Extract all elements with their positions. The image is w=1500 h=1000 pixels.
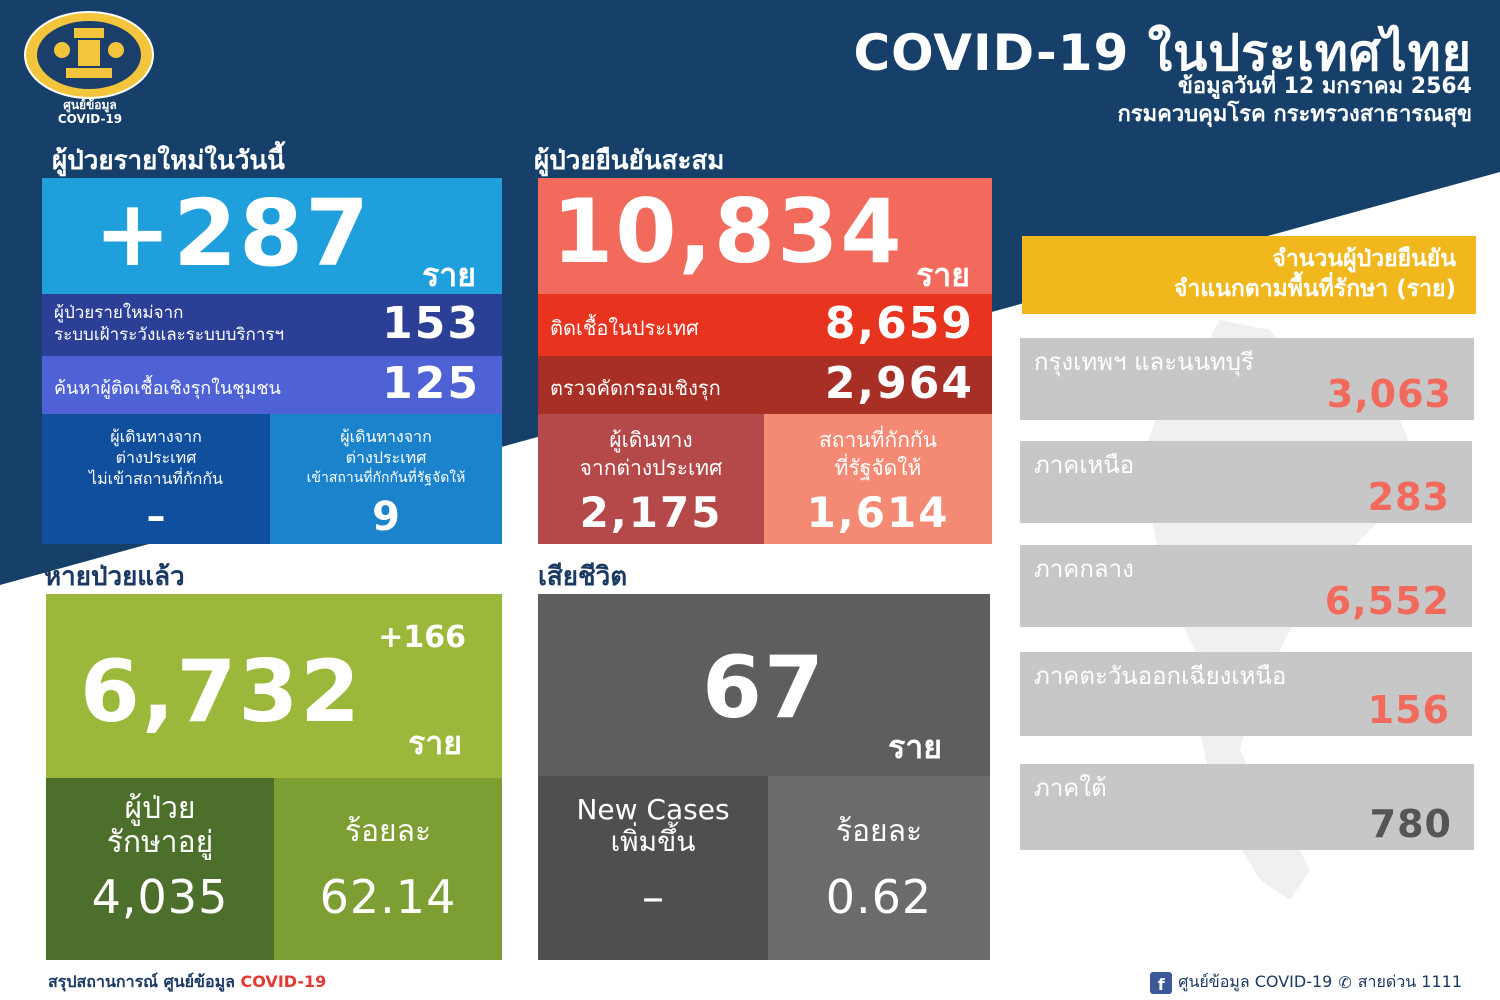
cumulative-section-label: ผู้ป่วยยืนยันสะสม [534,146,725,176]
region-value: 780 [1369,802,1452,846]
travelers-label-line2: จากต่างประเทศ [579,456,723,480]
state-quarantine-value: 1,614 [806,488,950,537]
footer-credit: สรุปสถานการณ์ ศูนย์ข้อมูล COVID-19 [48,970,326,995]
region-northeast: ภาคตะวันออกเฉียงเหนือ 156 [1020,652,1472,736]
domestic-value: 8,659 [824,298,974,349]
region-name: ภาคเหนือ [1034,451,1135,479]
facebook-page-label[interactable]: ศูนย์ข้อมูล COVID-19 [1178,972,1333,991]
recovered-delta: +166 [378,620,466,655]
report-date: ข้อมูลวันที่ 12 มกราคม 2564 [1177,74,1472,99]
region-south: ภาคใต้ 780 [1020,764,1474,850]
traveler-quarantine-value: 9 [372,494,400,540]
new-cases-total: +287 [94,180,372,287]
recovered-total-panel: +166 6,732 ราย [46,594,502,778]
region-value: 156 [1367,688,1450,732]
in-treatment-label-line1: ผู้ป่วย [124,791,196,826]
new-deaths-value: – [642,872,664,923]
recovered-total: 6,732 [80,642,363,742]
recovered-unit: ราย [408,724,462,762]
hotline-label[interactable]: สายด่วน 1111 [1357,972,1462,991]
domestic-panel: ติดเชื้อในประเทศ 8,659 [538,294,992,356]
recovered-percent-label: ร้อยละ [344,814,432,849]
region-north: ภาคเหนือ 283 [1020,441,1472,523]
new-deaths-label-line2: เพิ่มขึ้น [610,825,696,858]
facebook-icon[interactable]: f [1150,971,1173,994]
cumulative-total: 10,834 [552,180,904,283]
community-label: ค้นหาผู้ติดเชื้อเชิงรุกในชุมชน [54,378,281,399]
community-panel: ค้นหาผู้ติดเชื้อเชิงรุกในชุมชน 125 [42,356,502,414]
deaths-total: 67 [702,638,826,738]
traveler-no-quarantine-panel: ผู้เดินทางจาก ต่างประเทศ ไม่เข้าสถานที่ก… [42,414,270,544]
new-deaths-label-line1: New Cases [576,793,730,826]
ministry-seal-logo [24,11,154,99]
recovered-section-label: หายป่วยแล้ว [44,562,185,592]
region-central: ภาคกลาง 6,552 [1020,545,1472,627]
travelers-value: 2,175 [579,488,723,537]
regions-title-line2: จำแนกตามพื้นที่รักษา (ราย) [1173,276,1456,302]
new-cases-section-label: ผู้ป่วยรายใหม่ในวันนี้ [52,146,285,176]
new-deaths-panel: New Cases เพิ่มขึ้น – [538,776,768,960]
traveler-quarantine-panel: ผู้เดินทางจาก ต่างประเทศ เข้าสถานที่กักก… [270,414,502,544]
death-percent-value: 0.62 [825,870,933,924]
state-quarantine-label-line1: สถานที่กักกัน [818,428,938,452]
cumulative-unit: ราย [916,256,970,294]
page-title: COVID-19 ในประเทศไทย [853,24,1472,82]
footer-credit-highlight: COVID-19 [240,972,327,991]
region-name: ภาคตะวันออกเฉียงเหนือ [1034,662,1287,690]
state-quarantine-label-line2: ที่รัฐจัดให้ [834,456,922,480]
proactive-label: ตรวจคัดกรองเชิงรุก [550,376,721,400]
traveler-no-quarantine-value: – [146,494,166,538]
cumulative-total-panel: 10,834 ราย [538,178,992,294]
recovered-percent-value: 62.14 [319,870,457,924]
death-percent-label: ร้อยละ [835,814,923,849]
region-name: ภาคใต้ [1034,774,1107,802]
new-cases-total-panel: +287 ราย [42,178,502,294]
phone-icon: ✆ [1338,973,1352,992]
surveillance-panel: ผู้ป่วยรายใหม่จาก ระบบเฝ้าระวังและระบบบร… [42,294,502,356]
travelers-panel: ผู้เดินทาง จากต่างประเทศ 2,175 [538,414,764,544]
in-treatment-panel: ผู้ป่วย รักษาอยู่ 4,035 [46,778,274,960]
traveler-quarantine-line1: ผู้เดินทางจาก [340,427,432,446]
proactive-panel: ตรวจคัดกรองเชิงรุก 2,964 [538,356,992,414]
traveler-quarantine-line3: เข้าสถานที่กักกันที่รัฐจัดให้ [306,470,466,486]
death-percent-panel: ร้อยละ 0.62 [768,776,990,960]
traveler-no-quarantine-line2: ต่างประเทศ [115,448,197,467]
region-bangkok: กรุงเทพฯ และนนทบุรี 3,063 [1020,338,1474,420]
surveillance-label-line1: ผู้ป่วยรายใหม่จาก [54,303,184,323]
state-quarantine-panel: สถานที่กักกัน ที่รัฐจัดให้ 1,614 [764,414,992,544]
proactive-value: 2,964 [824,358,974,409]
source-agency: กรมควบคุมโรค กระทรวงสาธารณสุข [1117,102,1472,127]
region-name: ภาคกลาง [1034,555,1134,583]
new-cases-unit: ราย [422,256,476,294]
regions-title-panel: จำนวนผู้ป่วยยืนยัน จำแนกตามพื้นที่รักษา … [1022,236,1476,314]
domestic-label: ติดเชื้อในประเทศ [550,316,699,340]
logo-caption: ศูนย์ข้อมูล COVID-19 [57,98,123,126]
community-value: 125 [382,358,480,409]
footer-credit-prefix: สรุปสถานการณ์ ศูนย์ข้อมูล [48,972,235,991]
traveler-quarantine-line2: ต่างประเทศ [345,448,427,467]
traveler-no-quarantine-line3: ไม่เข้าสถานที่กักกัน [89,469,223,488]
deaths-total-panel: 67 ราย [538,594,990,776]
deaths-unit: ราย [888,728,942,766]
travelers-label-line1: ผู้เดินทาง [609,428,693,452]
deaths-section-label: เสียชีวิต [538,562,628,592]
surveillance-value: 153 [382,298,480,349]
regions-title-line1: จำนวนผู้ป่วยยืนยัน [1272,246,1456,272]
region-name: กรุงเทพฯ และนนทบุรี [1034,348,1254,376]
traveler-no-quarantine-line1: ผู้เดินทางจาก [110,427,202,446]
region-value: 6,552 [1324,579,1450,623]
region-value: 283 [1367,475,1450,519]
in-treatment-value: 4,035 [91,870,229,924]
footer-contacts: f ศูนย์ข้อมูล COVID-19 ✆ สายด่วน 1111 [1150,970,1462,995]
region-value: 3,063 [1326,372,1452,416]
recovered-percent-panel: ร้อยละ 62.14 [274,778,502,960]
surveillance-label-line2: ระบบเฝ้าระวังและระบบบริการฯ [54,325,285,345]
in-treatment-label-line2: รักษาอยู่ [106,825,214,860]
